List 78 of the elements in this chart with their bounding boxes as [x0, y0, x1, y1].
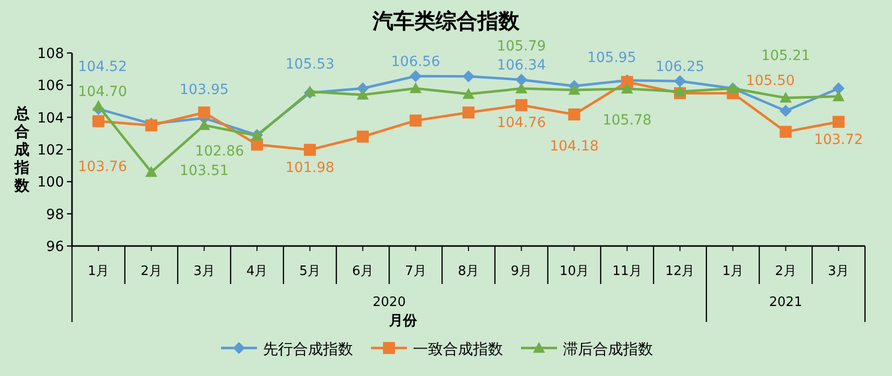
data-label: 103.76: [78, 159, 128, 176]
x-tick-label: 2月: [775, 264, 796, 279]
y-tick-label: 104: [37, 110, 64, 126]
data-label: 103.95: [180, 82, 229, 98]
data-label: 105.21: [761, 48, 810, 64]
point: [832, 116, 845, 128]
data-label: 105.79: [496, 38, 546, 55]
x-tick-label: 10月: [559, 264, 590, 279]
text: 2020: [372, 295, 406, 310]
y-tick-label: 106: [37, 78, 64, 94]
point: [410, 82, 422, 94]
point: [304, 86, 316, 96]
point: [674, 86, 686, 96]
legend-label: 先行合成指数: [263, 340, 353, 358]
point: [356, 130, 369, 143]
data-label: 106.34: [496, 58, 546, 74]
data-label: 104.52: [78, 58, 127, 75]
text: 2021: [769, 295, 802, 310]
x-tick-label: 5月: [299, 264, 321, 279]
x-tick-label: 8月: [458, 264, 480, 279]
point: [304, 144, 316, 156]
point: [568, 84, 580, 95]
point: [92, 115, 104, 128]
point: [515, 99, 528, 112]
point: [92, 100, 104, 111]
point: [462, 106, 474, 119]
data-label: 103.51: [180, 163, 229, 180]
data-label: 102.86: [195, 144, 244, 160]
point: [410, 70, 422, 82]
point: [832, 90, 845, 102]
x-tick-label: 12月: [665, 264, 695, 279]
x-tick-label: 6月: [352, 264, 374, 279]
point: [780, 92, 792, 103]
legend-label: 一致合成指数: [413, 340, 503, 358]
point: [356, 88, 369, 100]
point: [780, 104, 792, 117]
data-label: 105.53: [285, 56, 334, 73]
y-tick-label: 98: [46, 206, 64, 223]
data-label: 104.70: [78, 84, 127, 100]
y-axis-title: 总合成指数: [14, 104, 30, 194]
data-label: 105.50: [746, 73, 795, 90]
point: [621, 82, 634, 94]
point: [198, 119, 210, 130]
point: [515, 74, 528, 86]
x-axis-title: 月份: [388, 313, 418, 329]
point: [515, 82, 528, 94]
y-tick-label: 100: [37, 174, 64, 191]
y-tick-label: 108: [37, 46, 64, 62]
x-tick-label: 2月: [140, 264, 162, 279]
data-label: 105.78: [602, 112, 652, 129]
x-tick-label: 3月: [828, 264, 850, 279]
data-label: 104.76: [496, 115, 546, 132]
point: [674, 75, 686, 88]
data-label: 105.95: [587, 50, 636, 66]
point: [568, 108, 580, 120]
data-label: 101.98: [285, 160, 334, 176]
x-tick-label: 11月: [612, 264, 642, 279]
x-tick-label: 1月: [722, 264, 744, 279]
point: [780, 126, 792, 138]
point: [198, 106, 210, 119]
point: [462, 70, 474, 82]
point: [832, 82, 845, 94]
point: [410, 114, 422, 127]
data-label: 103.72: [814, 132, 864, 148]
x-tick-label: 9月: [510, 264, 532, 279]
x-tick-label: 3月: [194, 264, 215, 279]
x-tick-label: 1月: [88, 264, 110, 279]
data-label: 106.25: [655, 59, 704, 76]
y-tick-label: 96: [46, 239, 64, 255]
legend-label: 滞后合成指数: [563, 340, 653, 358]
chart-title: 汽车类综合指数: [372, 9, 520, 33]
point: [462, 88, 474, 99]
data-label: 106.56: [391, 54, 440, 70]
x-tick-label: 7月: [404, 264, 426, 279]
point: [145, 166, 158, 177]
data-label: 104.18: [550, 138, 599, 154]
x-tick-label: 4月: [246, 264, 268, 279]
y-tick-label: 102: [37, 142, 64, 158]
